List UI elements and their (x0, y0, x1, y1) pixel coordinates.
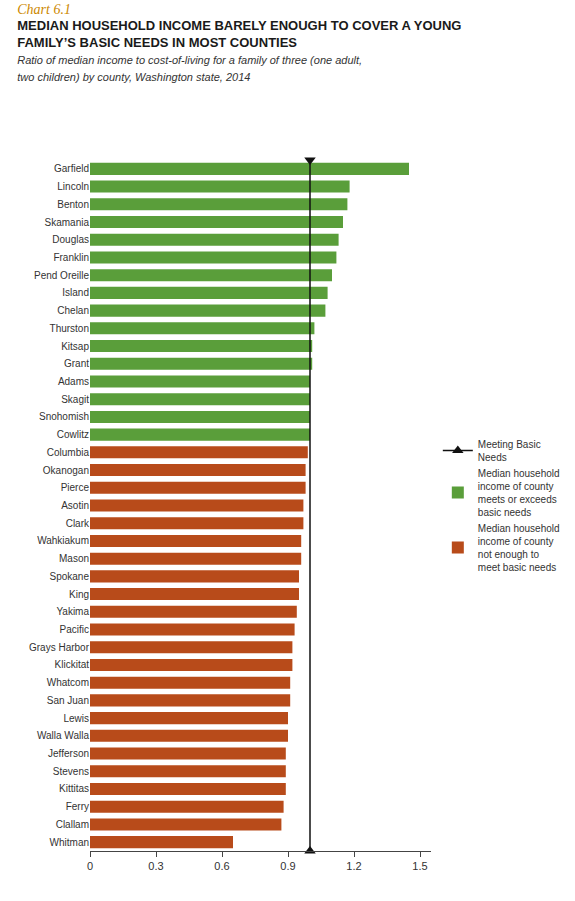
svg-text:Chart 6.1MEDIAN HOUSEHOLD INCO: Chart 6.1MEDIAN HOUSEHOLD INCOME BARELY … (17, 2, 461, 84)
svg-text:Kittitas: Kittitas (59, 783, 89, 794)
svg-text:Pend Oreille: Pend Oreille (34, 270, 89, 281)
svg-text:Pacific: Pacific (60, 624, 89, 635)
svg-text:Chelan: Chelan (57, 305, 89, 316)
svg-text:Benton: Benton (57, 199, 89, 210)
svg-text:King: King (69, 589, 89, 600)
svg-text:Clallam: Clallam (56, 819, 89, 830)
svg-text:Jefferson: Jefferson (48, 748, 89, 759)
svg-text:Ferry: Ferry (66, 801, 89, 812)
svg-text:Franklin: Franklin (53, 252, 89, 263)
svg-text:Cowlitz: Cowlitz (57, 429, 89, 440)
svg-text:San Juan: San Juan (47, 695, 89, 706)
svg-text:0.6: 0.6 (214, 860, 229, 872)
svg-text:1.5: 1.5 (412, 860, 427, 872)
svg-text:Snohomish: Snohomish (39, 411, 89, 422)
svg-text:Pierce: Pierce (61, 482, 90, 493)
svg-text:0.3: 0.3 (148, 860, 163, 872)
svg-text:Whatcom: Whatcom (47, 677, 89, 688)
svg-text:Mason: Mason (59, 553, 89, 564)
svg-text:Whitman: Whitman (50, 837, 89, 848)
svg-text:Spokane: Spokane (50, 571, 90, 582)
svg-text:Klickitat: Klickitat (55, 659, 90, 670)
svg-text:Median householdincome of coun: Median householdincome of countymeets or… (478, 468, 560, 518)
svg-text:Lewis: Lewis (63, 713, 89, 724)
svg-text:Walla Walla: Walla Walla (37, 730, 89, 741)
svg-text:Island: Island (62, 287, 89, 298)
svg-text:Kitsap: Kitsap (61, 341, 89, 352)
svg-text:0.9: 0.9 (280, 860, 295, 872)
svg-text:Okanogan: Okanogan (43, 465, 89, 476)
svg-text:Grant: Grant (64, 358, 89, 369)
svg-text:Clark: Clark (66, 518, 90, 529)
svg-text:Columbia: Columbia (47, 447, 90, 458)
svg-text:Skagit: Skagit (61, 394, 89, 405)
svg-text:Yakima: Yakima (56, 606, 89, 617)
svg-text:Grays Harbor: Grays Harbor (29, 642, 90, 653)
svg-text:Asotin: Asotin (61, 500, 89, 511)
svg-text:Median householdincome of coun: Median householdincome of countynot enou… (478, 523, 560, 573)
svg-text:Thurston: Thurston (50, 323, 89, 334)
svg-text:Garfield: Garfield (54, 163, 89, 174)
svg-text:Stevens: Stevens (53, 766, 89, 777)
svg-text:1.2: 1.2 (346, 860, 361, 872)
svg-text:Adams: Adams (58, 376, 89, 387)
svg-text:Meeting BasicNeeds: Meeting BasicNeeds (478, 439, 541, 463)
svg-text:Douglas: Douglas (52, 234, 89, 245)
svg-text:Skamania: Skamania (45, 217, 90, 228)
svg-text:Wahkiakum: Wahkiakum (37, 535, 89, 546)
svg-text:Lincoln: Lincoln (57, 181, 89, 192)
svg-text:0: 0 (87, 860, 93, 872)
